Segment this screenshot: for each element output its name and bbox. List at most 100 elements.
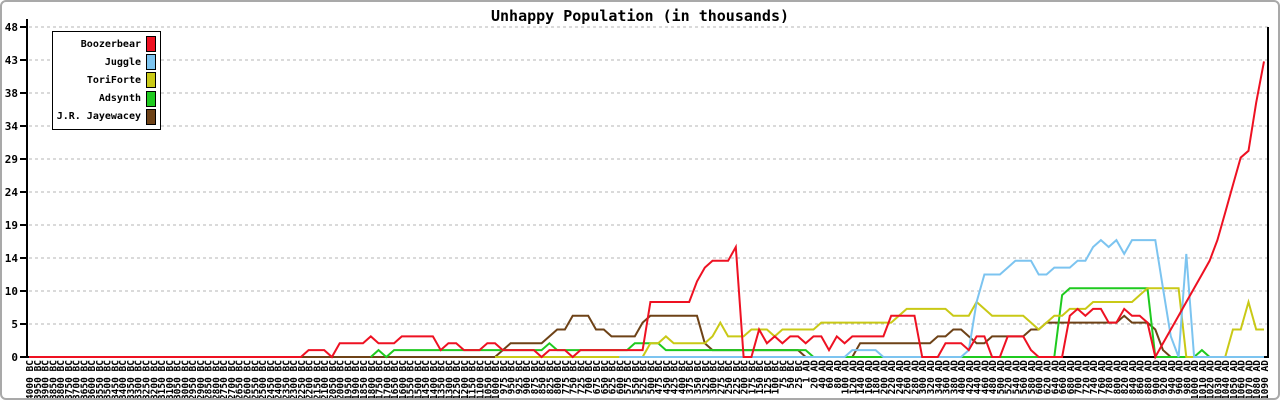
- x-axis-label: 1900 BC: [351, 360, 362, 400]
- x-axis-label: 1 AD: [802, 360, 813, 383]
- x-axis-label: 2150 BC: [312, 360, 323, 400]
- x-axis-label: 2750 BC: [219, 360, 230, 400]
- x-axis-label: 600 BC: [615, 360, 626, 395]
- x-axis-label: 2450 BC: [266, 360, 277, 400]
- x-axis-label: 75 BC: [778, 360, 789, 389]
- x-axis-label: 800 BC: [553, 360, 564, 395]
- x-axis-label: 160 AD: [864, 360, 875, 395]
- x-axis-label: 625 BC: [608, 360, 619, 395]
- x-axis-label: 575 BC: [623, 360, 634, 395]
- x-axis-label: 100 BC: [771, 360, 782, 395]
- x-axis-label: 1600 BC: [398, 360, 409, 400]
- x-axis-label: 1000 BC: [491, 360, 502, 400]
- legend-item: Juggle: [53, 54, 156, 71]
- x-axis-label: 660 AD: [1058, 360, 1069, 395]
- x-axis-label: 3550 BC: [95, 360, 106, 400]
- legend-label: Boozerbear: [80, 38, 141, 50]
- x-axis-label: 1080 AD: [1252, 360, 1263, 400]
- x-axis-label: 200 AD: [879, 360, 890, 395]
- x-axis-label: 2600 BC: [242, 360, 253, 400]
- x-axis-label: 140 AD: [856, 360, 867, 395]
- x-axis-label: 260 AD: [903, 360, 914, 395]
- legend: Boozerbear Juggle ToriForte Adsynth J.R. Jay…: [52, 31, 161, 130]
- x-axis-label: 3850 BC: [48, 360, 59, 400]
- legend-swatch: [146, 90, 156, 107]
- x-axis-label: 960 AD: [1175, 360, 1186, 395]
- x-axis-label: 300 BC: [709, 360, 720, 395]
- x-axis-label: 1090 AD: [1260, 360, 1271, 400]
- x-axis-label: 3500 BC: [103, 360, 114, 400]
- x-axis-label: 475 BC: [654, 360, 665, 395]
- x-axis-label: 1050 AD: [1229, 360, 1240, 400]
- x-axis-label: 3450 BC: [110, 360, 121, 400]
- x-axis-label: 120 AD: [848, 360, 859, 395]
- series-line-juggle: [619, 238, 1264, 358]
- x-axis-label: 60 AD: [825, 360, 836, 389]
- x-axis-label: 2050 BC: [328, 360, 339, 400]
- x-axis-label: 900 BC: [522, 360, 533, 395]
- legend-swatch: [146, 108, 156, 125]
- x-axis-label: 1050 BC: [483, 360, 494, 400]
- x-axis-label: 550 BC: [631, 360, 642, 395]
- x-axis-label: 440 AD: [973, 360, 984, 395]
- x-axis-label: 3700 BC: [72, 360, 83, 400]
- x-axis-label: 920 AD: [1159, 360, 1170, 395]
- x-axis-label: 1040 AD: [1221, 360, 1232, 400]
- legend-swatch: [146, 36, 156, 53]
- x-axis-label: 720 AD: [1081, 360, 1092, 395]
- x-axis-label: 1000 AD: [1190, 360, 1201, 400]
- legend-swatch: [146, 72, 156, 89]
- x-axis-label: 1950 BC: [343, 360, 354, 400]
- x-axis-label: 425 BC: [670, 360, 681, 395]
- x-axis-label: 740 AD: [1089, 360, 1100, 395]
- x-axis-label: 620 AD: [1043, 360, 1054, 395]
- legend-item: J.R. Jayewacey: [53, 108, 156, 125]
- x-axis-label: 400 AD: [957, 360, 968, 395]
- x-axis-label: 1800 BC: [367, 360, 378, 400]
- legend-item: ToriForte: [53, 72, 156, 89]
- x-axis-label: 820 AD: [1120, 360, 1131, 395]
- x-axis-label: 925 BC: [514, 360, 525, 395]
- x-axis-label: 100 AD: [841, 360, 852, 395]
- series-line-adsynth: [370, 287, 1264, 359]
- x-axis-label: 2950 BC: [188, 360, 199, 400]
- legend-label: J.R. Jayewacey: [56, 111, 141, 123]
- x-axis-label: 520 AD: [1004, 360, 1015, 395]
- x-axis-label: 525 BC: [639, 360, 650, 395]
- x-axis-label: 80 AD: [833, 360, 844, 389]
- x-axis-label: 775 BC: [561, 360, 572, 395]
- x-axis-label: 180 AD: [872, 360, 883, 395]
- x-axis-label: 280 AD: [910, 360, 921, 395]
- x-axis-label: 2100 BC: [320, 360, 331, 400]
- x-axis-label: 580 AD: [1027, 360, 1038, 395]
- x-axis-label: 500 AD: [996, 360, 1007, 395]
- x-axis-label: 150 BC: [755, 360, 766, 395]
- x-axis-label: 3600 BC: [87, 360, 98, 400]
- x-axis-label: 50 BC: [786, 360, 797, 389]
- x-axis-label: 940 AD: [1167, 360, 1178, 395]
- y-axis-label: 38: [5, 87, 18, 100]
- x-axis-label: 1500 BC: [413, 360, 424, 400]
- x-axis-label: 2200 BC: [305, 360, 316, 400]
- x-axis-label: 220 AD: [887, 360, 898, 395]
- legend-label: Adsynth: [98, 93, 141, 105]
- series-line-boozerbear: [29, 61, 1265, 360]
- x-axis-label: 3150 BC: [157, 360, 168, 400]
- x-axis-label: 2550 BC: [250, 360, 261, 400]
- x-axis-label: 3750 BC: [64, 360, 75, 400]
- x-axis-label: 760 AD: [1097, 360, 1108, 395]
- x-axis-label: 650 BC: [600, 360, 611, 395]
- x-axis-label: 4000 BC: [25, 360, 36, 400]
- x-axis-label: 450 BC: [662, 360, 673, 395]
- x-axis-label: 850 BC: [538, 360, 549, 395]
- x-axis-label: 1100 BC: [476, 360, 487, 400]
- x-axis-label: 2350 BC: [281, 360, 292, 400]
- x-axis-label: 3900 BC: [41, 360, 52, 400]
- x-axis-label: 1750 BC: [375, 360, 386, 400]
- x-axis-label: 640 AD: [1050, 360, 1061, 395]
- x-axis-label: 420 AD: [965, 360, 976, 395]
- x-axis-label: 1250 BC: [452, 360, 463, 400]
- x-axis-label: 240 AD: [895, 360, 906, 395]
- y-axis-label: 43: [5, 54, 18, 67]
- x-axis-label: 1200 BC: [460, 360, 471, 400]
